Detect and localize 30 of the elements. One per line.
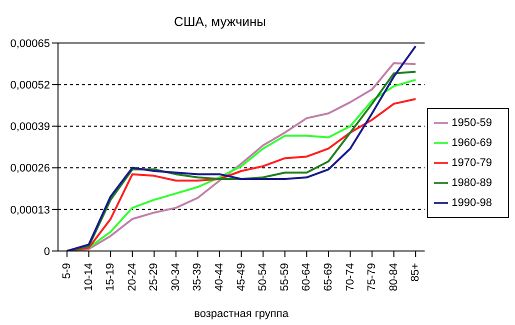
- legend-label: 1950-59: [452, 116, 492, 128]
- legend-label: 1970-79: [452, 156, 492, 168]
- x-tick-label: 35-39: [192, 263, 204, 292]
- x-tick-label: 10-14: [82, 263, 95, 292]
- x-tick-label: 50-54: [257, 263, 270, 292]
- x-tick-label: 75-79: [366, 263, 378, 292]
- legend-label: 1980-89: [452, 176, 492, 188]
- y-tick-label: 0,00039: [10, 121, 50, 134]
- y-tick-label: 0: [44, 246, 50, 258]
- x-tick-label: 70-74: [344, 263, 356, 292]
- x-tick-label: 25-29: [148, 263, 160, 292]
- x-axis-title: возрастная группа: [194, 308, 290, 320]
- x-tick-label: 60-64: [300, 263, 313, 292]
- x-tick-label: 85+: [410, 263, 422, 282]
- x-tick-label: 80-84: [388, 263, 400, 292]
- x-tick-label: 20-24: [126, 263, 138, 292]
- y-tick-label: 0,00026: [10, 162, 50, 175]
- x-tick-label: 30-34: [170, 263, 182, 292]
- y-tick-label: 0,00013: [10, 204, 50, 216]
- x-tick-label: 15-19: [104, 263, 117, 292]
- x-tick-label: 55-59: [278, 263, 291, 292]
- x-tick-label: 40-44: [214, 263, 226, 292]
- y-tick-label: 0,00052: [10, 80, 50, 92]
- legend-label: 1990-98: [452, 196, 492, 208]
- y-tick-label: 0,00065: [10, 38, 50, 50]
- chart-title: США, мужчины: [172, 14, 268, 29]
- x-tick-label: 5-9: [61, 263, 73, 279]
- x-tick-label: 45-49: [235, 263, 248, 292]
- x-tick-label: 65-69: [322, 263, 334, 292]
- legend-label: 1960-69: [452, 136, 492, 148]
